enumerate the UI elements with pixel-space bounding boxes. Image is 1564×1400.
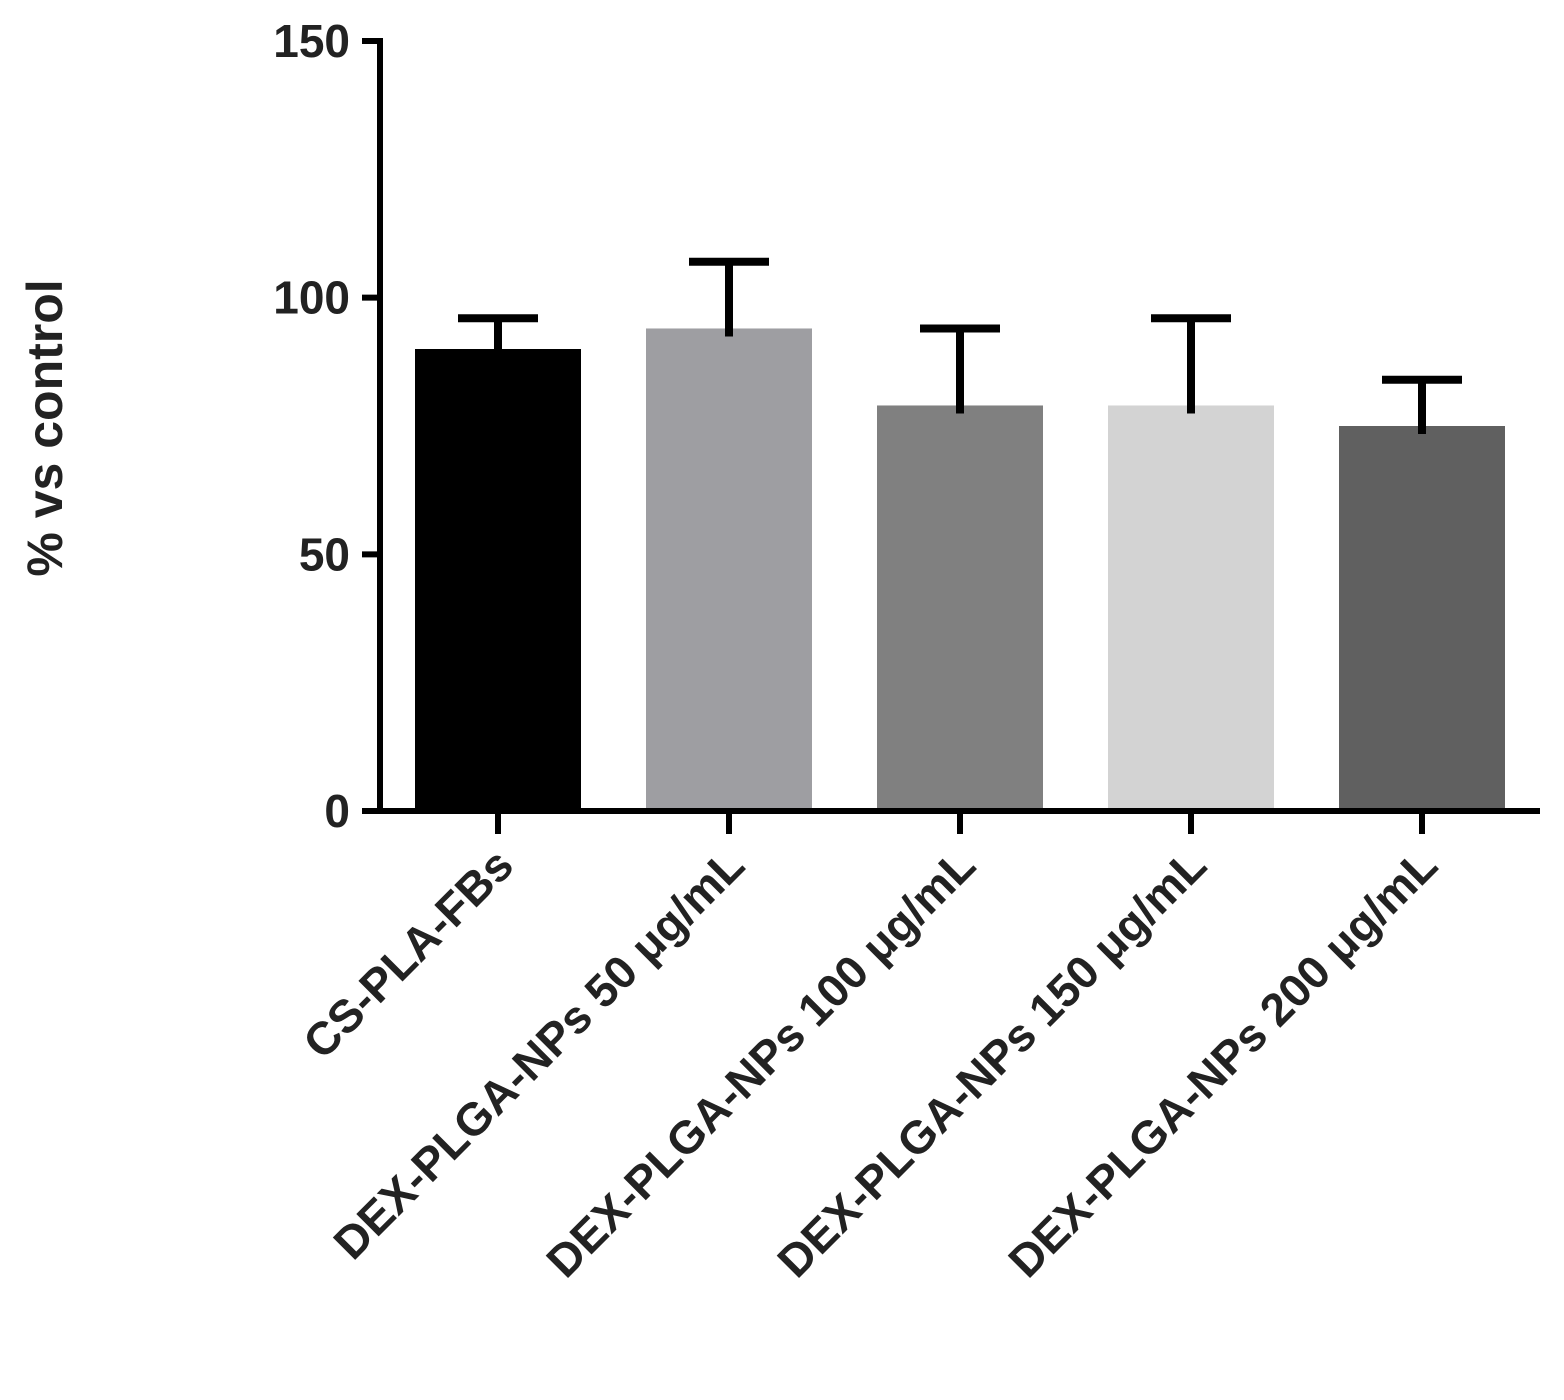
y-tick-label: 0 [324, 785, 350, 837]
category-label: DEX-PLGA-NPs 200 μg/mL [998, 838, 1447, 1287]
error-bars-group [458, 257, 1462, 434]
y-ticks-group: 0 50 100 150 [273, 15, 380, 837]
bar [415, 349, 581, 811]
bar [1108, 405, 1274, 811]
axes-group [362, 38, 1540, 814]
y-tick-label: 100 [273, 272, 350, 324]
category-label: DEX-PLGA-NPs 150 μg/mL [767, 838, 1216, 1287]
y-tick-label: 50 [299, 528, 350, 580]
y-tick-label: 150 [273, 15, 350, 67]
bar [646, 328, 812, 811]
category-label: DEX-PLGA-NPs 100 μg/mL [536, 838, 985, 1287]
bars-group [415, 328, 1505, 811]
y-axis-title: % vs control [17, 279, 73, 576]
category-label: DEX-PLGA-NPs 50 μg/mL [323, 838, 754, 1269]
bar [877, 405, 1043, 811]
bar [1339, 426, 1505, 811]
category-label: CS-PLA-FBs [293, 838, 523, 1068]
